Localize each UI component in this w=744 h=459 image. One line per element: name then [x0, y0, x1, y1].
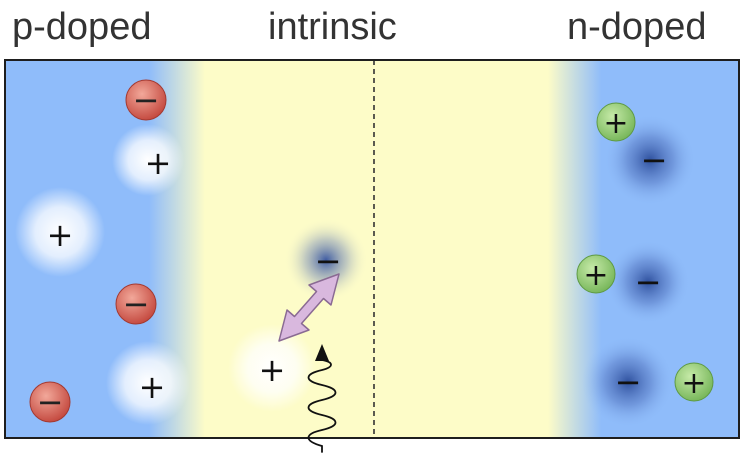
acceptor-ion: − — [115, 283, 157, 325]
acceptor-ion: − — [125, 79, 167, 121]
donor-ion: + — [596, 102, 636, 142]
wavy-photon-arrow-icon — [307, 344, 337, 453]
hole-glow — [15, 187, 105, 277]
minus-sign: − — [123, 285, 150, 323]
electron-glow — [606, 240, 690, 324]
hole-plus: + — [145, 144, 172, 182]
plus-sign: + — [681, 366, 706, 401]
minus-sign: − — [37, 383, 64, 421]
donor-ion: + — [576, 254, 616, 294]
hole-plus: + — [47, 216, 74, 254]
electron-glow — [582, 336, 674, 428]
n-doped-label: n-doped — [567, 6, 707, 48]
hole-glow — [112, 124, 184, 196]
minus-sign: − — [133, 81, 160, 119]
p-doped-label: p-doped — [12, 6, 152, 48]
device-border — [4, 59, 740, 439]
acceptor-ion: − — [29, 381, 71, 423]
photogenerated-electron: − — [315, 242, 342, 280]
double-headed-arrow-icon — [278, 273, 340, 342]
electron-minus: − — [635, 263, 662, 301]
photogenerated-hole-glow — [228, 324, 316, 412]
intrinsic-label: intrinsic — [268, 6, 397, 48]
photogenerated-hole: + — [259, 351, 286, 389]
hole-glow — [106, 341, 190, 425]
electron-minus: − — [641, 141, 668, 179]
electron-minus: − — [615, 363, 642, 401]
donor-ion: + — [674, 362, 714, 402]
hole-plus: + — [139, 368, 166, 406]
plus-sign: + — [583, 258, 608, 293]
photogenerated-electron-glow — [284, 218, 368, 302]
plus-sign: + — [603, 106, 628, 141]
